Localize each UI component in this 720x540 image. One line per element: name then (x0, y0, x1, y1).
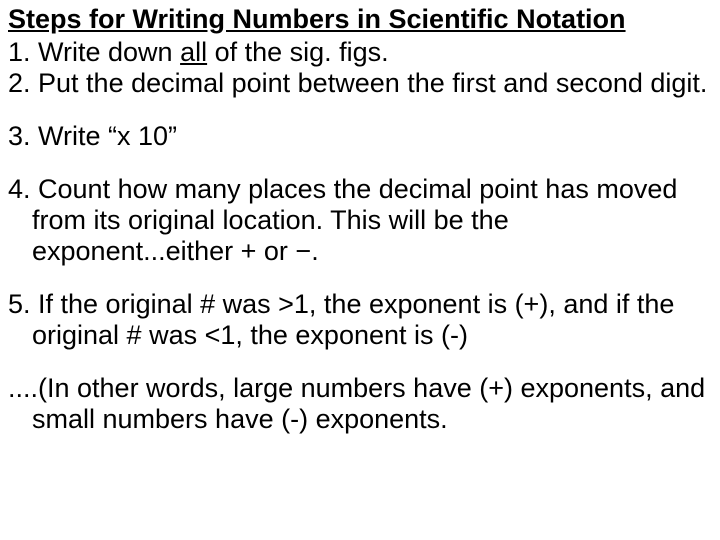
step-4: 4. Count how many places the decimal poi… (8, 174, 710, 267)
step-3: 3. Write “x 10” (8, 121, 710, 152)
step-1-prefix: 1. Write down (8, 37, 180, 67)
step-1-suffix: of the sig. figs. (207, 37, 389, 67)
slide-title: Steps for Writing Numbers in Scientific … (8, 4, 710, 35)
step-1-underlined: all (180, 37, 207, 67)
step-5: 5. If the original # was >1, the exponen… (8, 289, 710, 351)
step-1: 1. Write down all of the sig. figs. (8, 37, 710, 68)
note: ....(In other words, large numbers have … (8, 373, 710, 435)
step-2: 2. Put the decimal point between the fir… (8, 68, 710, 99)
slide-content: Steps for Writing Numbers in Scientific … (0, 0, 720, 540)
